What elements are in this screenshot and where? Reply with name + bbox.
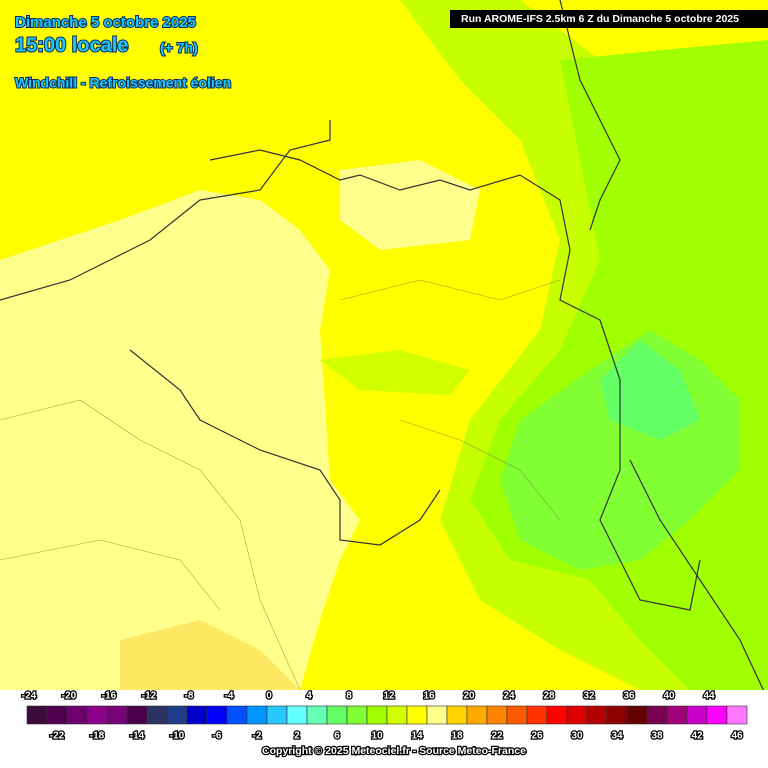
legend-label: 22 <box>491 731 503 742</box>
legend-swatch <box>526 705 548 725</box>
regional-borders <box>0 279 561 691</box>
legend-label: -12 <box>142 691 157 702</box>
legend-label: 42 <box>691 731 703 742</box>
legend-swatch <box>646 705 668 725</box>
legend-swatch <box>346 705 368 725</box>
legend-label: 40 <box>663 691 675 702</box>
legend-label: 6 <box>334 731 340 742</box>
legend-label: -10 <box>170 731 185 742</box>
legend-swatch <box>566 705 588 725</box>
legend-swatch <box>166 705 188 725</box>
legend-swatch <box>506 705 528 725</box>
legend-label: -20 <box>62 691 77 702</box>
legend-label: -16 <box>102 691 117 702</box>
legend-swatch <box>186 705 208 725</box>
legend-label: 38 <box>651 731 663 742</box>
legend-label: 10 <box>371 731 383 742</box>
light-yellow-area <box>0 190 360 690</box>
legend-label: 24 <box>503 691 515 702</box>
legend-swatch <box>206 705 228 725</box>
legend-label: 18 <box>451 731 463 742</box>
legend-swatch <box>386 705 408 725</box>
light-yellow-area <box>340 160 480 250</box>
legend-label: 28 <box>543 691 555 702</box>
legend-label: 46 <box>731 731 743 742</box>
legend-label: -6 <box>213 731 222 742</box>
legend-swatch <box>46 705 68 725</box>
legend-swatch <box>686 705 708 725</box>
legend-swatch <box>446 705 468 725</box>
legend-swatch <box>326 705 348 725</box>
legend-swatch <box>426 705 448 725</box>
legend-label: -22 <box>50 731 65 742</box>
legend-label: 14 <box>411 731 423 742</box>
legend-label: 2 <box>294 731 300 742</box>
legend-label: 44 <box>703 691 715 702</box>
time-offset: (+ 7h) <box>160 40 198 56</box>
green-patch <box>320 350 470 395</box>
legend: -24-22-20-18-16-14-12-10-8-6-4-202468101… <box>21 689 748 743</box>
legend-label: -24 <box>22 691 37 702</box>
borders <box>0 0 768 701</box>
legend-swatch <box>366 705 388 725</box>
legend-swatch <box>586 705 608 725</box>
legend-swatch <box>306 705 328 725</box>
legend-swatch <box>86 705 108 725</box>
legend-label: 4 <box>306 691 312 702</box>
border <box>129 349 441 546</box>
legend-swatch <box>146 705 168 725</box>
legend-swatch <box>66 705 88 725</box>
legend-swatch <box>226 705 248 725</box>
legend-swatch <box>106 705 128 725</box>
legend-label: 26 <box>531 731 543 742</box>
legend-swatch <box>466 705 488 725</box>
legend-swatch <box>486 705 508 725</box>
legend-swatch <box>266 705 288 725</box>
legend-swatch <box>126 705 148 725</box>
legend-label: 0 <box>266 691 272 702</box>
legend-swatch <box>706 705 728 725</box>
legend-label: -8 <box>185 691 194 702</box>
legend-label: -14 <box>130 731 145 742</box>
legend-label: 32 <box>583 691 595 702</box>
legend-background <box>0 690 768 768</box>
legend-swatch <box>406 705 428 725</box>
border <box>209 149 701 611</box>
date: Dimanche 5 octobre 2025 <box>15 14 196 31</box>
copyright: Copyright © 2025 Meteociel.fr - Source M… <box>262 745 526 757</box>
legend-swatch <box>286 705 308 725</box>
coastline <box>0 120 331 301</box>
legend-label: -18 <box>90 731 105 742</box>
time: 15:00 locale <box>15 34 128 56</box>
legend-label: 34 <box>611 731 623 742</box>
legend-swatch <box>726 705 748 725</box>
legend-swatch <box>26 705 48 725</box>
border <box>559 0 621 231</box>
legend-swatch <box>546 705 568 725</box>
run-info: Run AROME-IFS 2.5km 6 Z du Dimanche 5 oc… <box>461 13 739 25</box>
legend-swatch <box>246 705 268 725</box>
legend-label: 8 <box>346 691 352 702</box>
border <box>629 459 768 701</box>
legend-swatch <box>606 705 628 725</box>
legend-label: 30 <box>571 731 583 742</box>
legend-label: 12 <box>383 691 395 702</box>
legend-swatch <box>626 705 648 725</box>
legend-label: -2 <box>253 731 262 742</box>
cool-area <box>600 340 700 440</box>
legend-label: 36 <box>623 691 635 702</box>
legend-label: 20 <box>463 691 475 702</box>
run-banner <box>450 10 768 28</box>
legend-label: 16 <box>423 691 435 702</box>
legend-label: -4 <box>225 691 234 702</box>
warm-area <box>120 620 300 690</box>
parameter: Windchill - Refroissement éolien <box>15 75 231 91</box>
legend-swatch <box>666 705 688 725</box>
